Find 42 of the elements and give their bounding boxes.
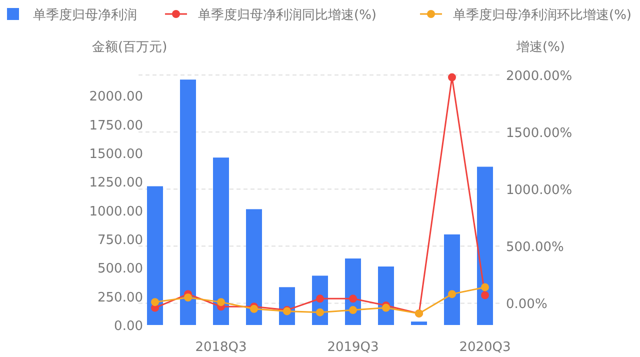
- point: [316, 294, 324, 303]
- y2-tick-label: 1000.00%: [506, 183, 572, 198]
- y-tick-label: 1000.00: [89, 204, 143, 220]
- y2-tick-label: 1500.00%: [506, 126, 572, 142]
- x-tick-label: 2018Q3: [195, 340, 247, 355]
- y-tick-label: 1250.00: [89, 176, 143, 191]
- point: [448, 73, 456, 82]
- y-axis-title: 金额(百万元): [92, 40, 168, 55]
- bar: [246, 209, 262, 325]
- legend-label: 单季度归母净利润同比增速(%): [198, 7, 376, 23]
- y2-tick-label: 500.00%: [506, 240, 564, 256]
- bar: [378, 266, 394, 325]
- point: [316, 308, 324, 316]
- point: [184, 294, 192, 302]
- y-tick-label: 2000.00: [89, 90, 143, 105]
- point: [382, 304, 390, 312]
- bar: [411, 322, 427, 325]
- bar: [213, 158, 229, 325]
- point: [481, 283, 489, 292]
- y2-tick-label: 0.00%: [506, 297, 548, 312]
- point: [349, 306, 357, 314]
- bar: [477, 166, 493, 325]
- y-tick-label: 500.00: [98, 262, 143, 277]
- bar: [180, 80, 196, 325]
- y2-axis-title: 增速(%): [516, 40, 565, 55]
- x-tick-label: 2019Q3: [327, 340, 379, 355]
- point: [349, 294, 357, 303]
- bar: [444, 234, 460, 325]
- y2-tick-label: 2000.00%: [506, 69, 572, 84]
- y-tick-label: 750.00: [98, 232, 143, 248]
- bar: [147, 186, 163, 325]
- point: [481, 291, 489, 300]
- legend-label: 单季度归母净利润环比增速(%): [453, 7, 632, 23]
- y-tick-label: 1500.00: [89, 146, 143, 162]
- legend-label: 单季度归母净利润: [33, 7, 137, 23]
- y-tick-label: 250.00: [98, 290, 143, 306]
- y-tick-label: 1750.00: [89, 118, 143, 134]
- point: [217, 298, 225, 306]
- point: [448, 290, 456, 298]
- y-tick-label: 0.00: [114, 319, 143, 334]
- x-tick-label: 2020Q3: [459, 340, 511, 355]
- point: [151, 298, 159, 306]
